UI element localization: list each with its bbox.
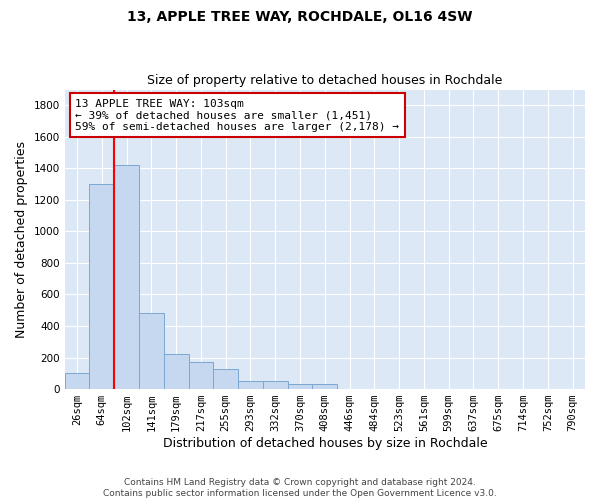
Title: Size of property relative to detached houses in Rochdale: Size of property relative to detached ho… xyxy=(147,74,503,87)
X-axis label: Distribution of detached houses by size in Rochdale: Distribution of detached houses by size … xyxy=(163,437,487,450)
Bar xyxy=(238,381,263,389)
Bar xyxy=(164,354,188,389)
Bar xyxy=(114,165,139,389)
Bar xyxy=(313,384,337,389)
Bar xyxy=(65,374,89,389)
Bar xyxy=(139,314,164,389)
Bar xyxy=(214,368,238,389)
Text: Contains HM Land Registry data © Crown copyright and database right 2024.
Contai: Contains HM Land Registry data © Crown c… xyxy=(103,478,497,498)
Bar xyxy=(89,184,114,389)
Y-axis label: Number of detached properties: Number of detached properties xyxy=(15,141,28,338)
Text: 13, APPLE TREE WAY, ROCHDALE, OL16 4SW: 13, APPLE TREE WAY, ROCHDALE, OL16 4SW xyxy=(127,10,473,24)
Bar xyxy=(263,381,287,389)
Bar xyxy=(188,362,214,389)
Bar xyxy=(287,384,313,389)
Text: 13 APPLE TREE WAY: 103sqm
← 39% of detached houses are smaller (1,451)
59% of se: 13 APPLE TREE WAY: 103sqm ← 39% of detac… xyxy=(75,98,399,132)
